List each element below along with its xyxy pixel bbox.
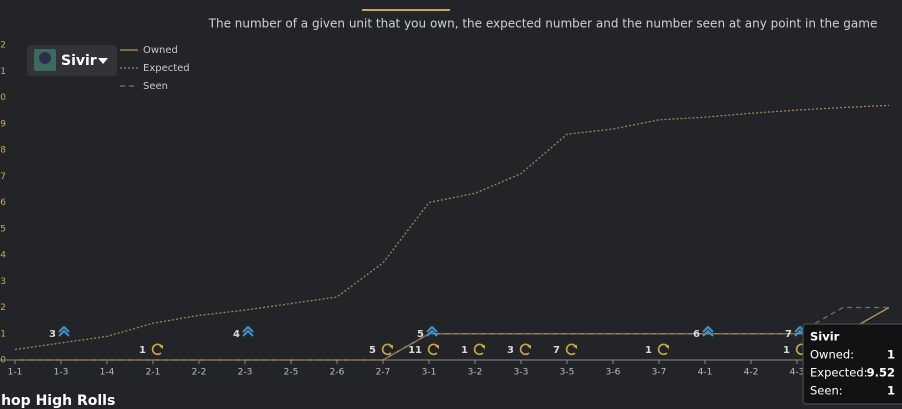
unit-name[interactable]: Sivir (61, 53, 97, 69)
level-label: 5 (417, 329, 424, 340)
legend-label: Owned (143, 45, 178, 56)
reroll-label: 1 (783, 345, 790, 356)
x-tick-label: 3-1 (422, 368, 437, 378)
reroll-icon (565, 343, 577, 356)
reroll-label: 1 (645, 345, 652, 356)
y-tick-label: 10 (0, 93, 6, 103)
level-icon (426, 325, 438, 337)
level-icon (58, 325, 70, 337)
reroll-icon (381, 343, 393, 356)
x-tick-label: 3-7 (652, 368, 667, 378)
x-tick-label: 3-5 (560, 368, 575, 378)
reroll-label: 3 (507, 345, 514, 356)
avatar-detail (39, 52, 51, 64)
level-icon (702, 325, 714, 337)
y-tick-label: 9 (0, 119, 6, 129)
reroll-icon (473, 343, 485, 356)
legend-label: Expected (143, 63, 190, 74)
reroll-label: 11 (408, 345, 422, 356)
y-tick-label: 7 (0, 172, 6, 182)
unit-dropdown[interactable]: Sivir (27, 45, 117, 76)
title-underline (362, 9, 450, 11)
section-heading: Shop High Rolls (0, 393, 115, 409)
level-label: 3 (49, 329, 56, 340)
tooltip-label: Seen: (810, 384, 843, 398)
reroll-arrow (665, 345, 669, 349)
x-tick-label: 4-2 (744, 368, 759, 378)
tooltip-box (802, 323, 902, 405)
chart-subtitle: The number of a given unit that you own,… (208, 17, 878, 31)
reroll-label: 1 (461, 345, 468, 356)
x-tick-label: 3-2 (468, 368, 483, 378)
y-tick-label: 1 (0, 329, 6, 339)
reroll-arrow (527, 345, 531, 349)
y-tick-label: 8 (0, 146, 6, 156)
tooltip-title: Sivir (810, 330, 840, 344)
series-line (14, 104, 890, 351)
reroll-arrow (159, 345, 163, 349)
reroll-icon (657, 343, 669, 356)
tooltip-value: 9.52 (867, 366, 895, 380)
reroll-arrow (389, 345, 393, 349)
reroll-label: 5 (369, 345, 376, 356)
y-tick-label: 12 (0, 41, 6, 51)
x-tick-label: 2-1 (146, 368, 161, 378)
y-tick-label: 3 (0, 277, 6, 287)
x-tick-label: 2-3 (238, 368, 253, 378)
legend-label: Seen (143, 81, 168, 92)
x-tick-label: 3-6 (606, 368, 621, 378)
reroll-label: 1 (139, 345, 146, 356)
y-tick-label: 6 (0, 198, 6, 208)
tooltip-label: Expected: (810, 366, 868, 380)
tooltip: Sivir Owned: 1 Expected: 9.52 Seen: 1 (802, 323, 902, 405)
reroll-arrow (435, 345, 439, 349)
x-tick-label: 1-1 (8, 368, 23, 378)
x-tick-label: 1-4 (100, 368, 115, 378)
dropdown-caret (98, 58, 108, 64)
reroll-icon (427, 343, 439, 356)
x-tick-label: 4-3 (790, 368, 805, 378)
level-label: 7 (785, 329, 792, 340)
reroll-label: 7 (553, 345, 560, 356)
series-line (15, 306, 889, 361)
x-tick-label: 4-1 (698, 368, 713, 378)
reroll-icon (519, 343, 531, 356)
level-label: 6 (693, 329, 700, 340)
reroll-arrow (481, 345, 485, 349)
x-tick-label: 1-3 (54, 368, 69, 378)
tooltip-value: 1 (887, 384, 895, 398)
x-tick-label: 2-7 (376, 368, 391, 378)
reroll-icon (151, 343, 163, 356)
reroll-arrow (573, 345, 577, 349)
y-tick-label: 2 (0, 303, 6, 313)
x-tick-label: 2-6 (330, 368, 345, 378)
y-tick-label: 11 (0, 67, 6, 77)
x-tick-label: 2-5 (284, 368, 299, 378)
y-tick-label: 5 (0, 224, 6, 234)
level-icon (242, 325, 254, 337)
tooltip-label: Owned: (810, 348, 854, 362)
tooltip-value: 1 (887, 348, 895, 362)
level-label: 4 (233, 329, 240, 340)
x-tick-label: 2-2 (192, 368, 207, 378)
x-tick-label: 3-3 (514, 368, 529, 378)
y-tick-label: 4 (0, 251, 6, 261)
